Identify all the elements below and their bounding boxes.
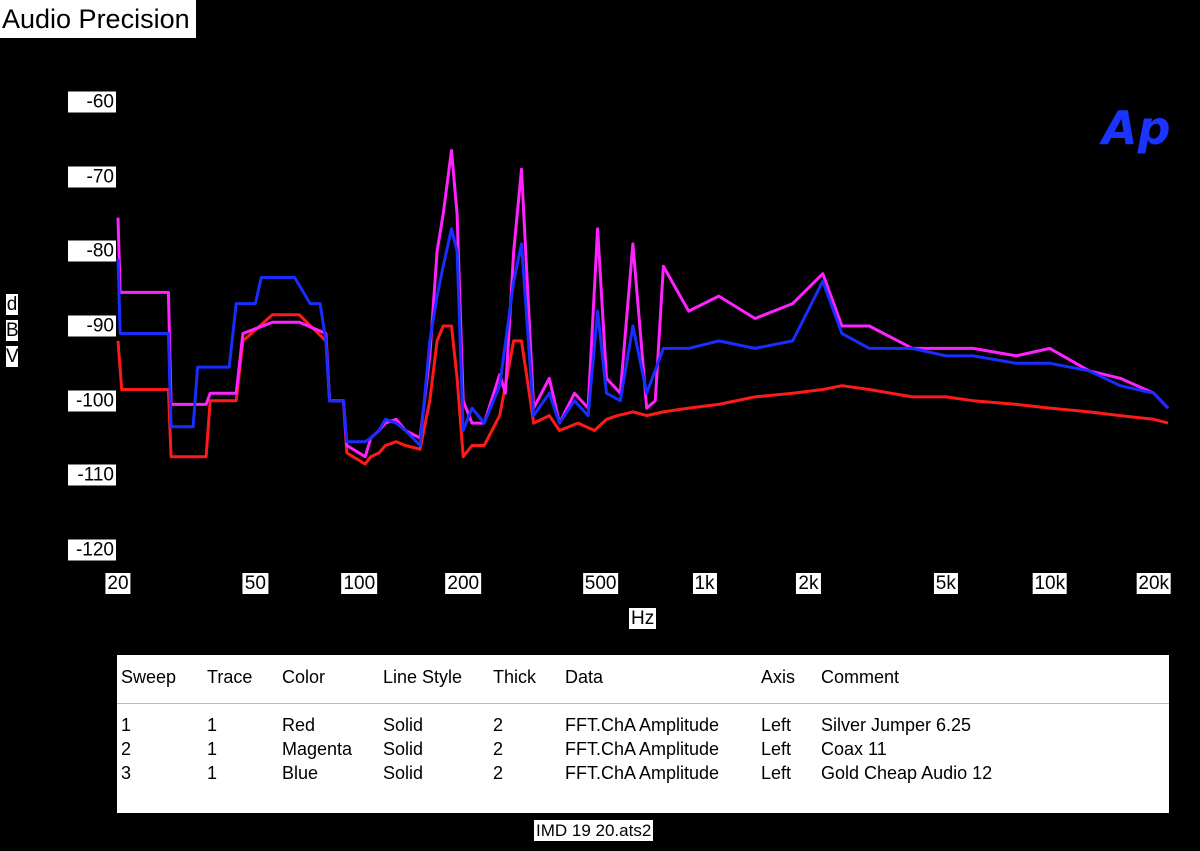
y-tick-label: -80: [68, 240, 116, 262]
trace-red: [116, 313, 1169, 466]
legend-cell: 2: [493, 739, 504, 759]
legend-row: 3 1 Blue Solid 2 FFT.ChA Amplitude Left Gold Ch…: [117, 761, 1169, 785]
x-tick-label: 20: [105, 573, 131, 594]
legend-cell: 2: [493, 715, 504, 735]
legend-header-cell: Thick: [493, 667, 537, 687]
trace-blue: [116, 227, 1170, 447]
x-tick-label: 100: [341, 573, 378, 594]
legend-cell: FFT.ChA Amplitude: [565, 763, 720, 783]
legend-header-cell: Color: [282, 667, 326, 687]
legend-cell: 3: [121, 763, 132, 783]
y-tick-label: -60: [68, 91, 116, 113]
legend-cell: Solid: [383, 739, 424, 759]
x-tick-label: 1k: [692, 573, 717, 594]
legend-cell: Gold Cheap Audio 12: [821, 763, 993, 783]
legend-cell: Solid: [383, 715, 424, 735]
ap-logo: Ap: [1099, 101, 1171, 155]
legend-cell: Red: [282, 715, 316, 735]
legend-cell: Left: [761, 739, 792, 759]
y-axis-label-V: V: [6, 346, 19, 367]
y-tick-label: -100: [68, 390, 116, 412]
legend-cell: 1: [207, 763, 218, 783]
x-axis-label: Hz: [629, 608, 657, 629]
window-title: Audio Precision: [0, 0, 196, 38]
y-axis-label-B: B: [6, 320, 19, 341]
x-tick-label: 200: [445, 573, 482, 594]
legend-header-cell: Line Style: [383, 667, 463, 687]
y-axis-label-d: d: [6, 294, 18, 315]
legend-cell: 2: [493, 763, 504, 783]
y-tick-label: -110: [68, 464, 116, 486]
legend-header-cell: Sweep: [121, 667, 177, 687]
x-tick-label: 5k: [933, 573, 958, 594]
legend-cell: 1: [207, 739, 218, 759]
legend-cell: Left: [761, 715, 792, 735]
legend-cell: Silver Jumper 6.25: [821, 715, 972, 735]
traces: [116, 149, 1170, 466]
legend-header-cell: Axis: [761, 667, 796, 687]
legend-cell: Left: [761, 763, 792, 783]
y-tick-label: -120: [68, 539, 116, 561]
legend-table: Sweep Trace Color Line Style Thick Data Axis Co…: [117, 655, 1169, 813]
legend-cell: FFT.ChA Amplitude: [565, 739, 720, 759]
legend-cell: Magenta: [282, 739, 353, 759]
file-name: IMD 19 20.ats2: [534, 820, 654, 841]
legend-cell: FFT.ChA Amplitude: [565, 715, 720, 735]
legend-header-cell: Comment: [821, 667, 900, 687]
legend-cell: 1: [207, 715, 218, 735]
x-tick-label: 2k: [796, 573, 821, 594]
x-tick-label: 20k: [1136, 573, 1172, 594]
legend-cell: 2: [121, 739, 132, 759]
x-tick-label: 500: [582, 573, 619, 594]
legend-cell: Blue: [282, 763, 319, 783]
legend-cell: Coax 11: [821, 739, 887, 759]
legend-header-cell: Trace: [207, 667, 253, 687]
legend-cell: Solid: [383, 763, 424, 783]
legend-divider: [117, 703, 1169, 704]
x-tick-label: 10k: [1032, 573, 1068, 594]
legend-header-cell: Data: [565, 667, 604, 687]
trace-magenta: [116, 149, 1170, 459]
legend-cell: 1: [121, 715, 132, 735]
y-tick-label: -90: [68, 315, 116, 337]
x-tick-label: 50: [242, 573, 268, 594]
y-tick-label: -70: [68, 166, 116, 188]
legend-header-row: Sweep Trace Color Line Style Thick Data Axis Co…: [117, 665, 1169, 689]
legend-row: 2 1 Magenta Solid 2 FFT.ChA Amplitude Left Coax…: [117, 737, 1169, 761]
legend-row: 1 1 Red Solid 2 FFT.ChA Amplitude Left Silver J…: [117, 713, 1169, 737]
